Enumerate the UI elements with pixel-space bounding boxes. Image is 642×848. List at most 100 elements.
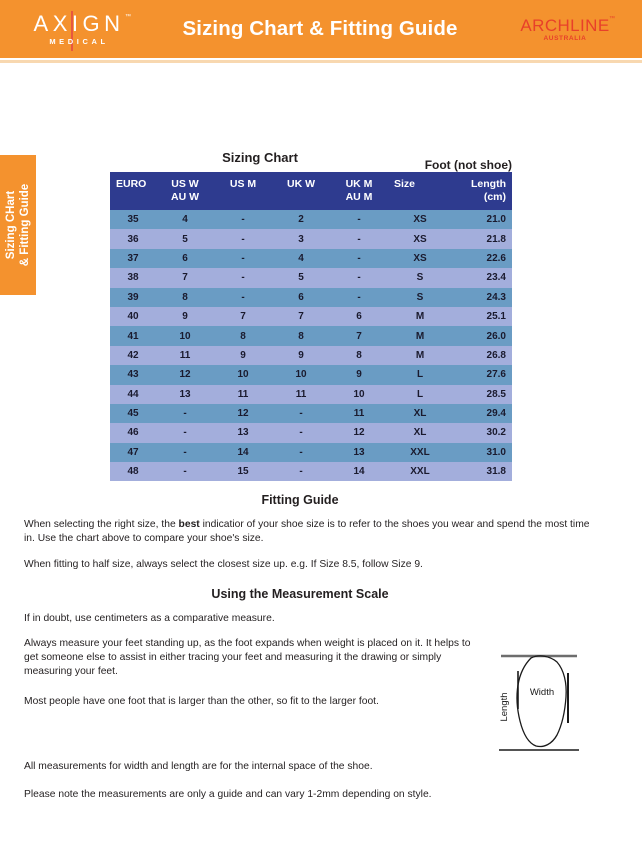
column-header-length-sub: (cm) bbox=[483, 190, 506, 203]
cell-us-w: 10 bbox=[156, 326, 214, 346]
cell-euro: 43 bbox=[110, 365, 156, 385]
cell-uk-m: - bbox=[330, 268, 388, 288]
cell-us-m: 12 bbox=[214, 403, 272, 424]
fitting-guide-p1-after: indicatior of your shoe size is to refer… bbox=[24, 519, 590, 545]
cell-size: XS bbox=[388, 210, 452, 230]
table-row: 38 7-5- S 23.4 bbox=[110, 268, 512, 288]
sizing-chart-body: 35 4-2- XS 21.0 36 5-3- XS 21.8 37 6-4- XS 22.6 38 7-… bbox=[110, 210, 512, 482]
cell-length: 29.4 bbox=[452, 403, 512, 424]
fitting-guide-p1-emphasis: best bbox=[178, 519, 200, 530]
cell-uk-w: 3 bbox=[272, 229, 330, 249]
cell-euro: 42 bbox=[110, 345, 156, 366]
table-row: 44 13 11 11 10 L 28.5 bbox=[110, 384, 512, 404]
cell-uk-w: 6 bbox=[272, 287, 330, 307]
measurement-paragraph-2: Always measure your feet standing up, as… bbox=[24, 638, 471, 678]
foot-not-shoe-note: Foot (not shoe) bbox=[424, 158, 512, 172]
cell-length: 28.5 bbox=[452, 384, 512, 404]
cell-us-m: - bbox=[214, 287, 272, 307]
cell-uk-w: 10 bbox=[272, 365, 330, 385]
column-header-uk-m-sub: AU M bbox=[345, 190, 373, 203]
cell-uk-w: - bbox=[272, 462, 330, 482]
column-header-us-w-sub: AU W bbox=[171, 190, 199, 203]
cell-uk-m: - bbox=[330, 229, 388, 249]
side-tab-sizing-chart: Sizing CHart & Fitting Guide bbox=[0, 155, 36, 295]
cell-euro: 45 bbox=[110, 403, 156, 424]
cell-euro: 40 bbox=[110, 306, 156, 327]
cell-length: 31.8 bbox=[452, 462, 512, 482]
cell-euro: 37 bbox=[110, 248, 156, 269]
cell-uk-m: - bbox=[330, 287, 388, 307]
archline-australia-logo: ARCHLINE ™ AUSTRALIA bbox=[510, 16, 620, 48]
cell-uk-w: - bbox=[272, 442, 330, 463]
column-header-euro: EURO bbox=[110, 172, 156, 210]
cell-uk-m: 7 bbox=[330, 326, 388, 346]
column-header-length-main: Length bbox=[471, 178, 506, 190]
cell-length: 31.0 bbox=[452, 442, 512, 463]
cell-us-w: 5 bbox=[156, 229, 214, 249]
axign-logo-subtitle: MEDICAL bbox=[49, 37, 109, 46]
column-header-us-m: US M bbox=[214, 172, 272, 210]
sizing-chart-title: Sizing Chart bbox=[222, 150, 298, 165]
archline-logo-subtitle: AUSTRALIA bbox=[543, 35, 587, 42]
cell-euro: 47 bbox=[110, 442, 156, 463]
page-title: Sizing Chart & Fitting Guide bbox=[182, 17, 458, 40]
axign-medical-logo: AXIGN ™ MEDICAL bbox=[24, 11, 134, 51]
cell-uk-m: 8 bbox=[330, 345, 388, 366]
cell-us-m: 10 bbox=[214, 365, 272, 385]
table-row: 45-12-11 XL 29.4 bbox=[110, 403, 512, 424]
cell-size: M bbox=[388, 306, 452, 327]
cell-us-w: 13 bbox=[156, 384, 214, 404]
table-row: 42 11 9 9 8 M 26.8 bbox=[110, 345, 512, 366]
column-header-us-w: US W AU W bbox=[156, 172, 214, 210]
cell-us-m: - bbox=[214, 248, 272, 269]
cell-us-w: - bbox=[156, 423, 214, 443]
cell-size: L bbox=[388, 365, 452, 385]
fitting-guide-p1-before: When selecting the right size, the bbox=[24, 519, 179, 530]
cell-size: XS bbox=[388, 248, 452, 269]
cell-size: L bbox=[388, 384, 452, 404]
cell-us-m: - bbox=[214, 268, 272, 288]
measurement-paragraph-5: Please note the measurements are only a … bbox=[24, 789, 432, 800]
table-row: 36 5-3- XS 21.8 bbox=[110, 229, 512, 249]
archline-trademark-icon: ™ bbox=[609, 16, 615, 22]
cell-length: 25.1 bbox=[452, 306, 512, 327]
cell-size: XXL bbox=[388, 442, 452, 463]
table-row: 37 6-4- XS 22.6 bbox=[110, 248, 512, 269]
cell-length: 22.6 bbox=[452, 248, 512, 269]
cell-size: XL bbox=[388, 423, 452, 443]
cell-us-m: 15 bbox=[214, 462, 272, 482]
cell-size: S bbox=[388, 287, 452, 307]
column-header-length: Length (cm) bbox=[452, 172, 512, 210]
cell-us-m: - bbox=[214, 210, 272, 230]
cell-uk-w: - bbox=[272, 403, 330, 424]
side-tab-label-line2: & Fitting Guide bbox=[19, 183, 31, 267]
cell-uk-m: 13 bbox=[330, 442, 388, 463]
table-row: 43 12 10 10 9 L 27.6 bbox=[110, 365, 512, 385]
cell-size: M bbox=[388, 326, 452, 346]
cell-euro: 35 bbox=[110, 210, 156, 230]
cell-us-w: - bbox=[156, 462, 214, 482]
cell-uk-m: 14 bbox=[330, 462, 388, 482]
side-tab-label-line1: Sizing CHart bbox=[5, 190, 17, 260]
foot-outline-icon: Width Length bbox=[499, 654, 579, 751]
table-row: 46-13-12 XL 30.2 bbox=[110, 423, 512, 443]
axign-logo-wordmark: AXIGN bbox=[33, 11, 125, 36]
cell-uk-w: 7 bbox=[272, 306, 330, 327]
cell-us-w: 6 bbox=[156, 248, 214, 269]
column-header-us-m-main: US M bbox=[229, 178, 257, 190]
page-header-bar bbox=[0, 0, 642, 58]
measurement-scale-title: Using the Measurement Scale bbox=[211, 587, 389, 601]
measurement-paragraph-1: If in doubt, use centimeters as a compar… bbox=[24, 613, 275, 624]
cell-size: S bbox=[388, 268, 452, 288]
cell-euro: 39 bbox=[110, 287, 156, 307]
side-tab-label-group: Sizing CHart & Fitting Guide bbox=[0, 155, 36, 295]
cell-us-m: 7 bbox=[214, 306, 272, 327]
cell-length: 21.0 bbox=[452, 210, 512, 230]
cell-uk-w: 9 bbox=[272, 345, 330, 366]
cell-us-m: 13 bbox=[214, 423, 272, 443]
cell-euro: 46 bbox=[110, 423, 156, 443]
cell-us-w: 12 bbox=[156, 365, 214, 385]
cell-euro: 38 bbox=[110, 268, 156, 288]
cell-uk-w: 8 bbox=[272, 326, 330, 346]
foot-measurement-diagram: Width Length bbox=[495, 645, 635, 755]
